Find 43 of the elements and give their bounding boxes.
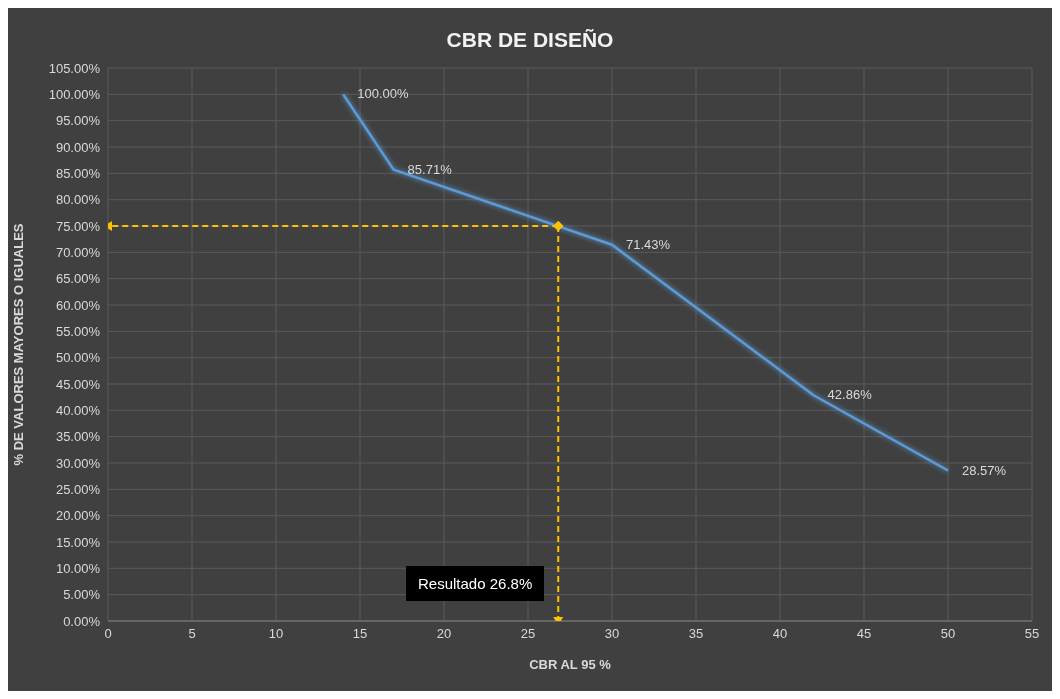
x-tick-label: 5	[188, 626, 196, 642]
y-tick-label: 105.00%	[48, 60, 101, 76]
y-tick-label: 0.00%	[63, 613, 101, 629]
y-tick-label: 45.00%	[55, 376, 101, 392]
x-tick-label: 15	[352, 626, 368, 642]
data-label: 100.00%	[357, 86, 409, 102]
y-tick-label: 90.00%	[55, 139, 101, 155]
y-tick-label: 20.00%	[55, 508, 101, 524]
data-label: 42.86%	[827, 387, 873, 403]
x-tick-label: 35	[688, 626, 704, 642]
y-axis-title: % DE VALORES MAYORES O IGUALES	[10, 223, 26, 466]
y-tick-label: 15.00%	[55, 534, 101, 550]
x-tick-label: 30	[604, 626, 620, 642]
x-tick-label: 10	[268, 626, 284, 642]
y-tick-label: 35.00%	[55, 429, 101, 445]
data-label: 85.71%	[407, 161, 453, 177]
y-tick-label: 30.00%	[55, 455, 101, 471]
y-tick-label: 60.00%	[55, 297, 101, 313]
x-tick-label: 45	[856, 626, 872, 642]
x-tick-label: 25	[520, 626, 536, 642]
y-tick-label: 100.00%	[48, 86, 101, 102]
y-tick-label: 65.00%	[55, 271, 101, 287]
data-label: 71.43%	[626, 236, 671, 252]
y-tick-label: 40.00%	[55, 402, 101, 418]
annotation: Resultado 26.8%	[406, 566, 545, 601]
x-tick-label: 20	[436, 626, 452, 642]
y-tick-label: 55.00%	[55, 323, 101, 339]
chart-title: CBR DE DISEÑO	[445, 28, 615, 52]
x-tick-label: 55	[1024, 626, 1040, 642]
x-axis-title: CBR AL 95 %	[529, 657, 612, 672]
y-tick-label: 5.00%	[63, 587, 101, 603]
y-tick-label: 50.00%	[55, 350, 101, 366]
y-tick-label: 10.00%	[55, 560, 101, 576]
y-tick-label: 80.00%	[55, 192, 101, 208]
x-tick-label: 50	[940, 626, 956, 642]
y-tick-label: 85.00%	[55, 165, 101, 181]
y-tick-label: 70.00%	[55, 244, 101, 260]
x-tick-label: 0	[104, 626, 112, 642]
x-tick-label: 40	[772, 626, 788, 642]
y-tick-label: 95.00%	[55, 113, 101, 129]
data-label: 28.57%	[962, 462, 1007, 478]
y-tick-label: 25.00%	[55, 481, 101, 497]
y-tick-label: 75.00%	[55, 218, 101, 234]
